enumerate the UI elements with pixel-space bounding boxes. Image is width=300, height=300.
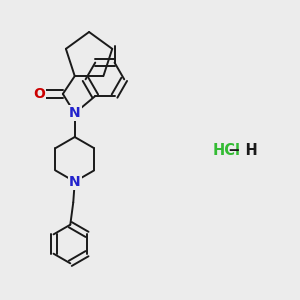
Text: N: N [69, 106, 81, 120]
Text: O: O [33, 87, 45, 101]
Text: HCl: HCl [212, 142, 240, 158]
Text: N: N [69, 175, 81, 189]
Text: − H: − H [223, 142, 258, 158]
